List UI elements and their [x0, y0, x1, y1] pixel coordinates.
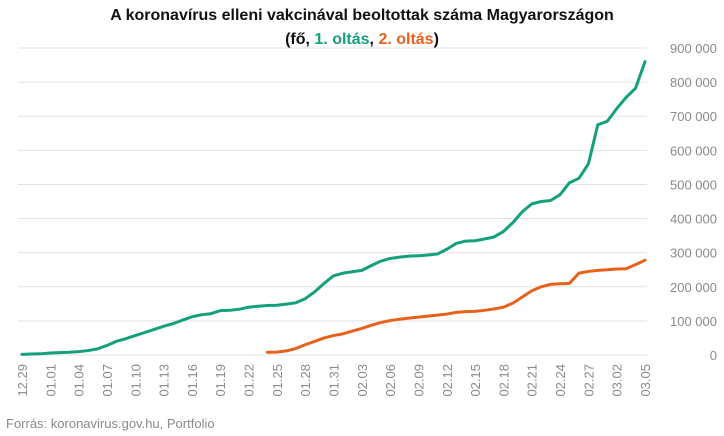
- subtitle-part: ): [434, 31, 439, 48]
- x-tick-label: 02.09: [411, 364, 426, 397]
- x-tick-label: 01.28: [298, 364, 313, 397]
- x-tick-label: 02.27: [581, 364, 596, 397]
- x-tick-label: 01.16: [185, 364, 200, 397]
- x-tick-label: 01.22: [242, 364, 257, 397]
- x-tick-label: 02.06: [383, 364, 398, 397]
- x-tick-label: 01.13: [157, 364, 172, 397]
- y-tick-label: 600 000: [670, 143, 717, 158]
- y-tick-label: 800 000: [670, 75, 717, 90]
- x-tick-label: 02.15: [468, 364, 483, 397]
- y-tick-label: 700 000: [670, 109, 717, 124]
- source-note: Forrás: koronavirus.gov.hu, Portfolio: [6, 416, 215, 431]
- y-tick-label: 0: [710, 348, 717, 363]
- x-tick-label: 02.12: [440, 364, 455, 397]
- y-tick-label: 200 000: [670, 280, 717, 295]
- x-tick-label: 02.21: [525, 364, 540, 397]
- x-tick-label: 01.25: [270, 364, 285, 397]
- x-tick-label: 02.03: [355, 364, 370, 397]
- chart-title: A koronavírus elleni vakcinával beoltott…: [110, 7, 614, 24]
- legend-entry: 1. oltás: [314, 31, 369, 48]
- x-tick-label: 12.29: [15, 364, 30, 397]
- x-tick-label: 01.19: [213, 364, 228, 397]
- series-line: [20, 60, 647, 356]
- x-tick-label: 02.18: [496, 364, 511, 397]
- x-tick-label: 01.31: [327, 364, 342, 397]
- y-tick-label: 100 000: [670, 314, 717, 329]
- series-line: [265, 258, 647, 354]
- x-tick-label: 01.04: [72, 364, 87, 397]
- y-tick-label: 900 000: [670, 41, 717, 56]
- x-tick-label: 02.24: [553, 364, 568, 397]
- y-tick-label: 300 000: [670, 246, 717, 261]
- subtitle-part: ,: [370, 31, 379, 48]
- subtitle-part: (fő,: [285, 31, 314, 48]
- x-tick-label: 03.05: [638, 364, 653, 397]
- chart-subtitle: (fő, 1. oltás, 2. oltás): [285, 31, 439, 48]
- y-tick-label: 500 000: [670, 177, 717, 192]
- x-tick-label: 01.01: [43, 364, 58, 397]
- x-tick-label: 03.02: [610, 364, 625, 397]
- x-tick-label: 01.07: [100, 364, 115, 397]
- legend-entry: 2. oltás: [378, 31, 433, 48]
- y-tick-label: 400 000: [670, 212, 717, 227]
- x-tick-label: 01.10: [128, 364, 143, 397]
